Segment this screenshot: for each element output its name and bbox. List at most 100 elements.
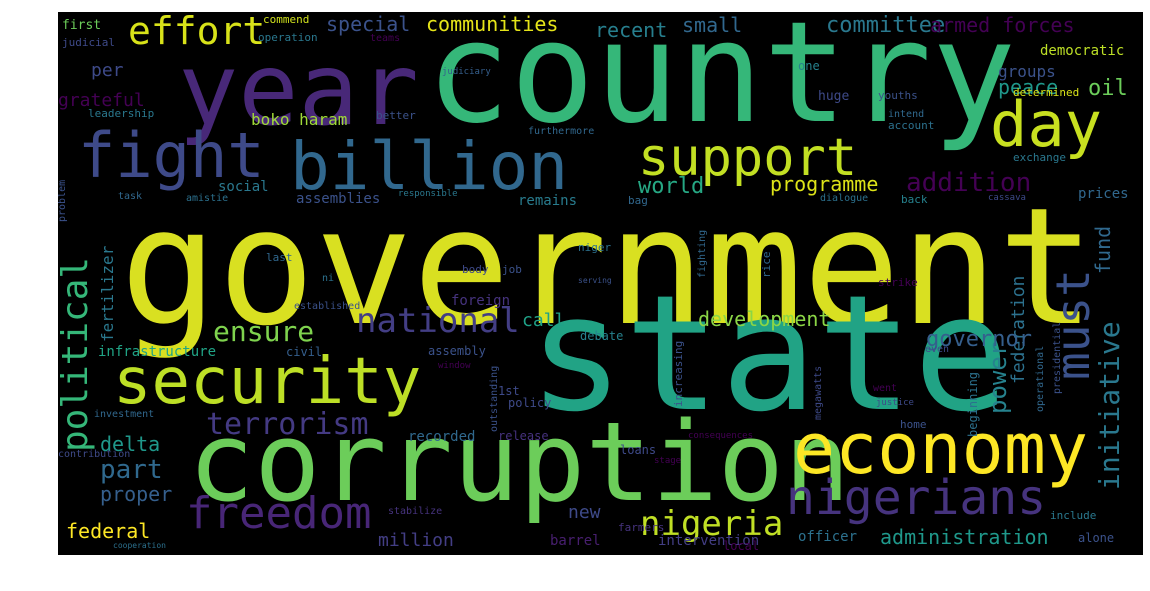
cloud-word: infrastructure (98, 344, 217, 360)
cloud-word: niger (578, 241, 612, 254)
cloud-word: window (438, 361, 471, 371)
cloud-word: policy (508, 396, 552, 410)
cloud-word: corruption (188, 398, 851, 526)
cloud-word: civil (286, 345, 323, 359)
cloud-word: went (873, 383, 898, 394)
cloud-word: presidential (1052, 321, 1063, 394)
cloud-word: furthermore (528, 126, 595, 137)
cloud-word: stabilize (388, 506, 443, 517)
cloud-word: initiative (1093, 321, 1126, 490)
cloud-word: investment (94, 409, 155, 420)
cloud-word: effort (128, 12, 266, 53)
cloud-word: established (294, 301, 361, 312)
cloud-word: better (376, 109, 416, 122)
cloud-word: programme (770, 172, 879, 196)
cloud-word: call (522, 310, 566, 331)
cloud-word: part (100, 455, 163, 485)
cloud-word: ensure (213, 315, 315, 348)
cloud-word: one (798, 59, 820, 73)
cloud-word: operational (1035, 345, 1046, 412)
cloud-word: problem (58, 179, 68, 222)
cloud-word: recorded (408, 429, 476, 445)
cloud-word: consequences (688, 431, 754, 441)
cloud-word: stage (654, 456, 682, 466)
cloud-word: strike (878, 276, 918, 289)
cloud-word: megawatts (813, 365, 824, 420)
cloud-word: assembly (428, 344, 486, 358)
cloud-word: serving (578, 276, 612, 285)
cloud-word: beginning (966, 371, 980, 437)
cloud-word: alone (1078, 531, 1115, 545)
cloud-word: determined (1013, 86, 1080, 99)
cloud-word: remains (518, 193, 578, 209)
cloud-word: million (378, 530, 454, 551)
cloud-word: power (984, 341, 1012, 414)
cloud-word: political (58, 256, 96, 452)
word-cloud: government country state corruption year bill… (58, 12, 1143, 555)
cloud-word: per (91, 60, 124, 81)
cloud-word: exchange (1013, 151, 1066, 164)
cloud-word: debate (580, 329, 624, 343)
cloud-word: governor (926, 327, 1032, 352)
cloud-word: rice (760, 251, 773, 279)
cloud-word: judiciary (442, 67, 491, 77)
cloud-word: fertilizer (98, 245, 117, 342)
cloud-word: farmers (618, 521, 665, 534)
cloud-word: oil (1088, 76, 1128, 101)
cloud-word: judicial (62, 36, 115, 49)
cloud-word: intervention (658, 533, 760, 549)
cloud-word: freedom (186, 488, 372, 539)
cloud-word: government (120, 174, 1096, 362)
cloud-word: include (1050, 509, 1097, 522)
cloud-word: social (218, 179, 269, 195)
cloud-word: addition (906, 168, 1032, 198)
cloud-word: day (990, 88, 1102, 161)
cloud-word: democratic (1040, 43, 1125, 59)
cloud-word: fund (1091, 225, 1115, 274)
cloud-word: responsible (398, 189, 458, 199)
cloud-word: federal (66, 519, 151, 543)
cloud-word: groups (998, 62, 1056, 81)
cloud-word: recent (595, 18, 668, 42)
cloud-word: amistie (186, 193, 229, 204)
cloud-word: country (426, 12, 1017, 155)
cloud-word: contribution (58, 449, 131, 460)
cloud-word: officer (798, 529, 858, 545)
cloud-word: 1st (498, 384, 520, 398)
cloud-word: support (638, 128, 858, 188)
cloud-word: ni (322, 273, 335, 284)
cloud-word: release (498, 429, 549, 443)
cloud-word: nigeria (640, 504, 784, 544)
cloud-word: fight (78, 119, 265, 192)
cloud-word: delta (100, 432, 161, 456)
cloud-word: home (900, 418, 927, 431)
cloud-word: outstanding (489, 365, 500, 432)
cloud-word: back (901, 193, 928, 206)
cloud-word: dialogue (820, 193, 869, 204)
cloud-word: job (502, 263, 522, 276)
cloud-word: increasing (672, 340, 685, 407)
cloud-word: commend (263, 13, 310, 26)
cloud-word: grateful (58, 90, 145, 111)
cloud-word: barrel (550, 533, 601, 549)
cloud-word: assemblies (296, 191, 381, 207)
cloud-word: body (462, 263, 489, 276)
cloud-word: armed forces (930, 13, 1075, 37)
cloud-word: huge (818, 89, 850, 104)
cloud-word: intend (888, 109, 925, 120)
cloud-word: administration (880, 525, 1049, 549)
cloud-word: economy (793, 408, 1089, 490)
cloud-word: last (266, 251, 293, 264)
cloud-word: committee (826, 13, 946, 38)
cloud-word: proper (100, 482, 173, 506)
cloud-word: billion (290, 128, 569, 205)
cloud-word: small (682, 13, 743, 37)
cloud-word: state (528, 260, 1010, 447)
cloud-word: first (62, 18, 102, 33)
cloud-word: new (568, 502, 601, 523)
cloud-word: task (118, 191, 143, 202)
cloud-word: world (638, 174, 705, 199)
cloud-word: year (178, 31, 419, 148)
cloud-word: operation (258, 31, 318, 44)
